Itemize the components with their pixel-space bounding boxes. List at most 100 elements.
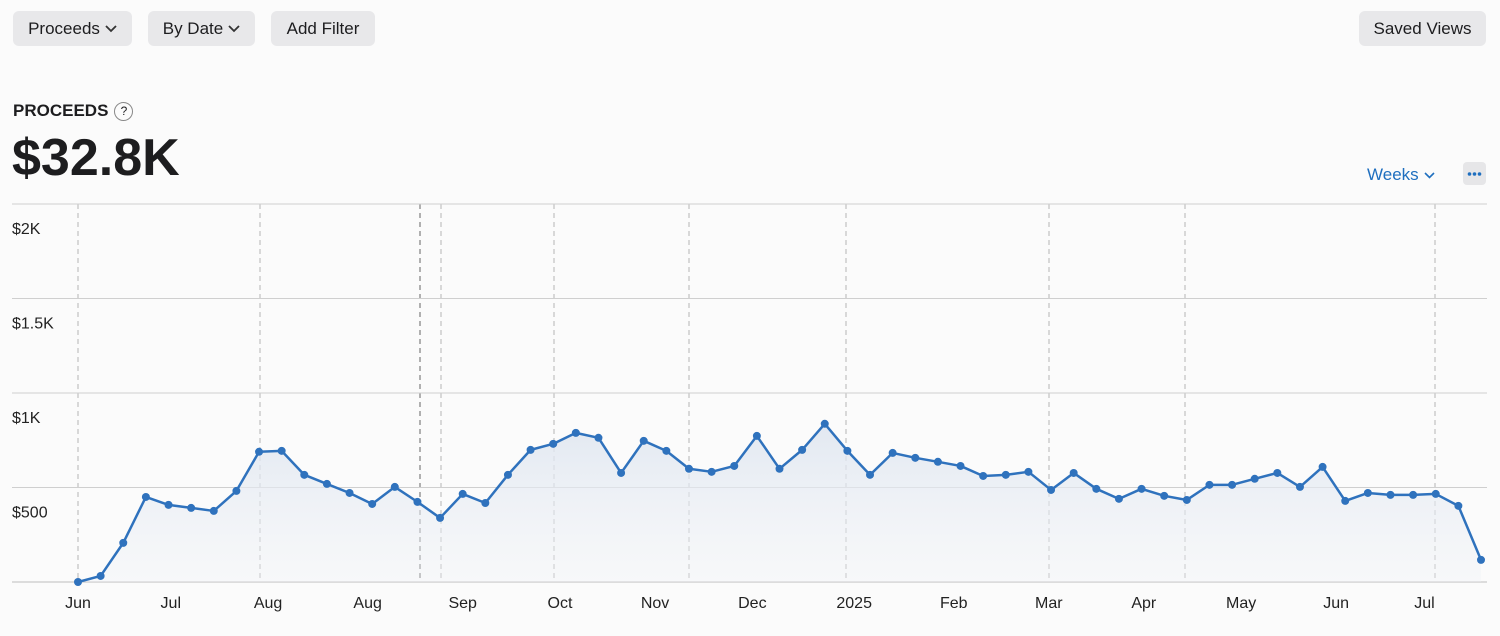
data-point	[255, 447, 264, 456]
data-point	[1001, 470, 1010, 479]
data-point	[684, 464, 693, 473]
chevron-icon	[105, 24, 117, 32]
area	[78, 423, 1481, 582]
data-point	[1250, 474, 1259, 483]
summary-total: $32.8K	[12, 129, 180, 187]
x-tick-label: 2025	[836, 595, 872, 612]
data-point	[345, 488, 354, 497]
x-tick-label: Dec	[738, 595, 766, 612]
metric-dropdown[interactable]: Proceeds	[13, 11, 132, 46]
data-point	[1024, 467, 1033, 476]
data-point	[639, 436, 648, 445]
chevron-icon	[1424, 171, 1435, 179]
data-point	[300, 470, 309, 479]
data-point	[1047, 485, 1056, 494]
data-point	[1431, 489, 1440, 498]
data-point	[458, 489, 467, 498]
data-point	[1341, 496, 1350, 505]
data-point	[933, 457, 942, 466]
data-point	[571, 428, 580, 437]
help-icon[interactable]: ?	[114, 101, 134, 121]
x-tick-label: Aug	[353, 595, 381, 612]
more-icon	[1467, 172, 1482, 176]
y-tick-label: $500	[12, 505, 48, 522]
data-point	[1069, 468, 1078, 477]
metric-label: Proceeds	[28, 18, 100, 38]
data-point	[549, 439, 558, 448]
sort-dropdown[interactable]: By Date	[148, 11, 255, 46]
period-dropdown[interactable]: Weeks	[1367, 165, 1435, 185]
data-point	[617, 468, 626, 477]
data-point	[1386, 490, 1395, 499]
data-point	[662, 446, 671, 455]
x-tick-label: May	[1226, 595, 1256, 612]
x-tick-label: Jun	[1323, 595, 1349, 612]
data-point	[390, 482, 399, 491]
data-point	[481, 498, 490, 507]
data-point	[1363, 488, 1372, 497]
sort-label: By Date	[162, 18, 224, 38]
x-tick-label: Aug	[254, 595, 282, 612]
data-point	[436, 513, 445, 522]
data-point	[232, 486, 241, 495]
data-point	[1182, 495, 1191, 504]
data-point	[1409, 490, 1418, 499]
data-point	[187, 503, 196, 512]
y-tick-label: $2K	[12, 221, 41, 238]
y-tick-label: $1K	[12, 410, 41, 427]
data-point	[866, 470, 875, 479]
saved-views-button[interactable]: Saved Views	[1359, 11, 1486, 46]
data-point	[1205, 480, 1214, 489]
x-tick-label: Jul	[1414, 595, 1434, 612]
data-point	[798, 445, 807, 454]
data-point	[820, 419, 829, 428]
x-tick-label: Oct	[548, 595, 573, 612]
data-point	[1160, 491, 1169, 500]
data-point	[503, 470, 512, 479]
data-point	[1477, 555, 1485, 564]
data-point	[141, 492, 150, 501]
data-point	[956, 461, 965, 470]
data-point	[209, 506, 218, 515]
data-point	[1295, 482, 1304, 491]
data-point	[752, 431, 761, 440]
x-tick-label: Feb	[940, 595, 968, 612]
chevron-icon	[228, 24, 240, 32]
summary-label: PROCEEDS	[13, 101, 109, 120]
saved-label: Saved Views	[1373, 18, 1472, 38]
data-point	[1092, 484, 1101, 493]
data-point	[1454, 501, 1463, 510]
data-point	[1273, 468, 1282, 477]
y-tick-label: $1.5K	[12, 316, 54, 333]
data-point	[1114, 494, 1123, 503]
data-point	[322, 479, 331, 488]
filter-label: Add Filter	[286, 18, 360, 38]
x-tick-label: Nov	[641, 595, 669, 612]
data-point	[96, 571, 105, 580]
data-point	[413, 497, 422, 506]
data-point	[594, 433, 603, 442]
data-point	[979, 471, 988, 480]
data-point	[1137, 484, 1146, 493]
more-button[interactable]	[1463, 162, 1486, 185]
data-point	[730, 461, 739, 470]
data-point	[1318, 462, 1327, 471]
data-point	[119, 538, 128, 547]
data-point	[526, 445, 535, 454]
data-point	[911, 453, 920, 462]
data-point	[707, 467, 716, 476]
data-point	[1228, 480, 1237, 489]
add-filter-button[interactable]: Add Filter	[271, 11, 375, 46]
data-point	[775, 464, 784, 473]
x-tick-label: Jul	[161, 595, 181, 612]
x-tick-label: Sep	[448, 595, 477, 612]
x-tick-label: Apr	[1131, 595, 1157, 612]
data-point	[843, 446, 852, 455]
x-tick-label: Jun	[65, 595, 91, 612]
summary-header: PROCEEDS ?	[13, 101, 134, 121]
data-point	[277, 446, 286, 455]
period-label: Weeks	[1367, 165, 1419, 184]
data-point	[164, 500, 173, 509]
data-point	[888, 448, 897, 457]
